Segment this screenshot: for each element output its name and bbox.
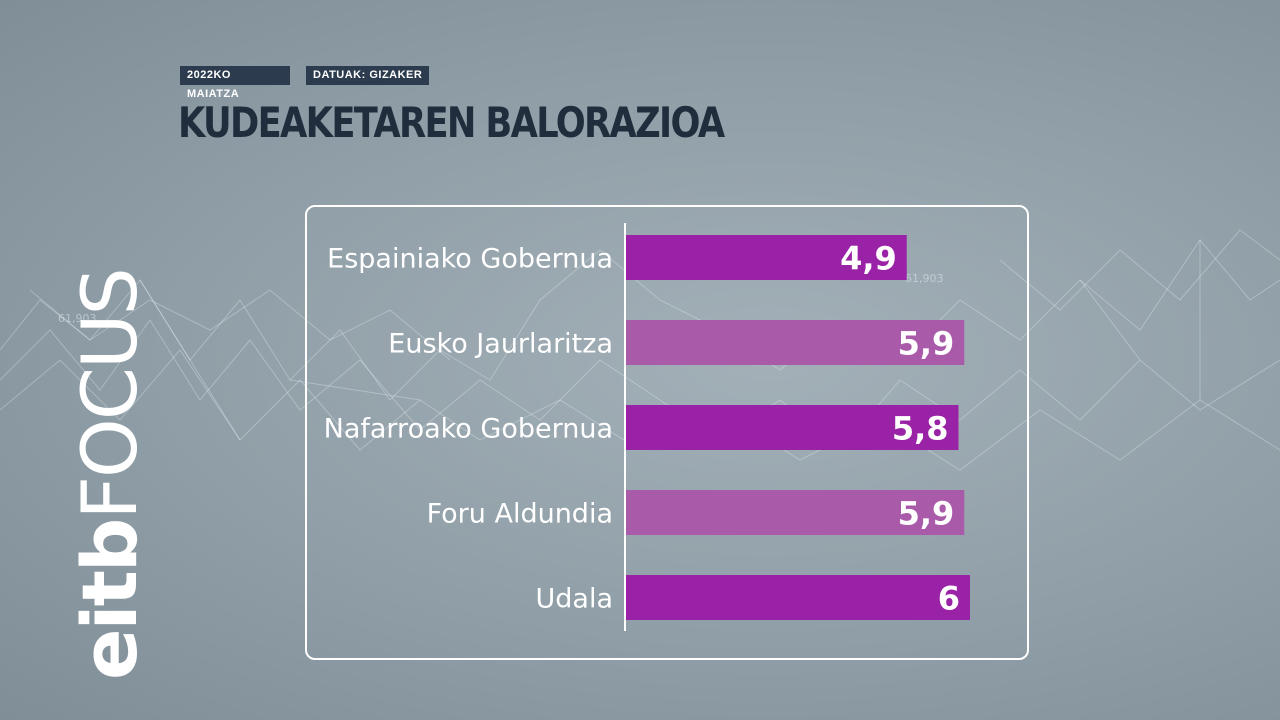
background-net-label: 61,903	[905, 272, 944, 285]
category-label: Espainiako Gobernua	[327, 244, 613, 275]
category-label: Foru Aldundia	[427, 499, 613, 530]
value-label: 5,8	[892, 410, 949, 448]
category-label: Udala	[536, 584, 614, 615]
bar	[625, 405, 959, 450]
category-label: Nafarroako Gobernua	[324, 414, 613, 445]
value-label: 5,9	[898, 325, 955, 363]
bar	[625, 490, 965, 535]
value-label: 5,9	[898, 495, 955, 533]
value-label: 6	[938, 580, 960, 618]
value-label: 4,9	[840, 240, 897, 278]
chart-panel: Espainiako Gobernua 4,9 Eusko Jaurlaritza 5…	[305, 205, 1029, 660]
logo-eitb-text: eitb	[65, 519, 154, 680]
bar-chart: Espainiako Gobernua 4,9 Eusko Jaurlaritza 5…	[324, 223, 970, 631]
bar	[625, 320, 965, 365]
chart-title: KUDEAKETAREN BALORAZIOA	[178, 98, 725, 147]
category-label: Eusko Jaurlaritza	[388, 329, 613, 360]
bar	[625, 575, 970, 620]
logo-focus-text: FOCUS	[65, 269, 154, 520]
source-tag: DATUAK: GIZAKER	[306, 66, 430, 85]
bar	[625, 235, 907, 280]
date-tag: 2022KO MAIATZA	[180, 66, 290, 100]
background-net-label: 61,903	[58, 312, 97, 325]
eitb-focus-logo: eitbFOCUS	[65, 269, 154, 680]
